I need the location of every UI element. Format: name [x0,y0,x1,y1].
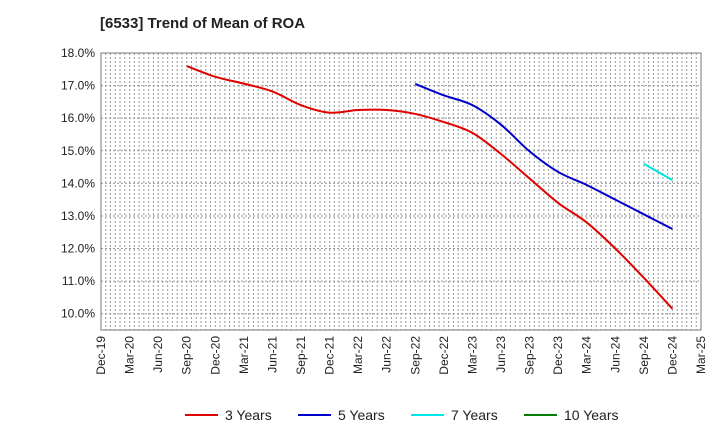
x-tick-label: Sep-21 [294,336,308,375]
series-lines [186,65,674,310]
y-tick-label: 16.0% [61,111,95,125]
x-tick-label: Sep-24 [637,336,651,375]
legend: 3 Years 5 Years 7 Years 10 Years [185,407,619,423]
x-tick-label: Dec-19 [94,336,108,375]
x-tick-label: Jun-24 [608,336,622,373]
x-tick-label: Mar-24 [580,336,594,374]
legend-label: 5 Years [338,407,385,423]
y-tick-label: 14.0% [61,176,95,190]
legend-label: 7 Years [451,407,498,423]
series-line-2 [414,83,673,230]
x-tick-label: Sep-22 [408,336,422,375]
chart-title: [6533] Trend of Mean of ROA [100,15,306,32]
x-tick-label: Jun-20 [151,336,165,373]
grid [101,52,701,330]
x-tick-label: Sep-20 [180,336,194,375]
y-tick-label: 12.0% [61,242,95,256]
x-tick-label: Dec-23 [551,336,565,375]
x-tick-label: Dec-21 [323,336,337,375]
x-tick-label: Dec-22 [437,336,451,375]
x-tick-label: Mar-20 [123,336,137,374]
x-tick-label: Jun-22 [380,336,394,373]
x-tick-label: Jun-23 [494,336,508,373]
x-tick-label: Dec-24 [665,336,679,375]
legend-label: 10 Years [564,407,619,423]
y-tick-label: 17.0% [61,79,95,93]
y-tick-label: 11.0% [62,274,95,288]
plot-frame [100,52,702,331]
series-line-1 [186,65,674,310]
y-tick-label: 15.0% [61,144,95,158]
x-tick-label: Mar-21 [237,336,251,374]
x-axis-ticks: Dec-19 Mar-20 Jun-20 Sep-20 Dec-20 Mar-21 Jun-… [94,336,708,375]
x-tick-label: Sep-23 [523,336,537,375]
x-tick-label: Mar-22 [351,336,365,374]
x-tick-label: Mar-25 [694,336,708,374]
series-line-3 [643,162,673,181]
y-tick-label: 18.0% [61,46,95,60]
x-tick-label: Mar-23 [465,336,479,374]
y-tick-label: 10.0% [61,307,95,321]
x-tick-label: Jun-21 [265,336,279,373]
legend-label: 3 Years [225,407,272,423]
y-axis-ticks: 10.0% 11.0% 12.0% 13.0% 14.0% 15.0% 16.0% 17.0%… [61,46,95,321]
x-tick-label: Dec-20 [208,336,222,375]
y-tick-label: 13.0% [61,209,95,223]
